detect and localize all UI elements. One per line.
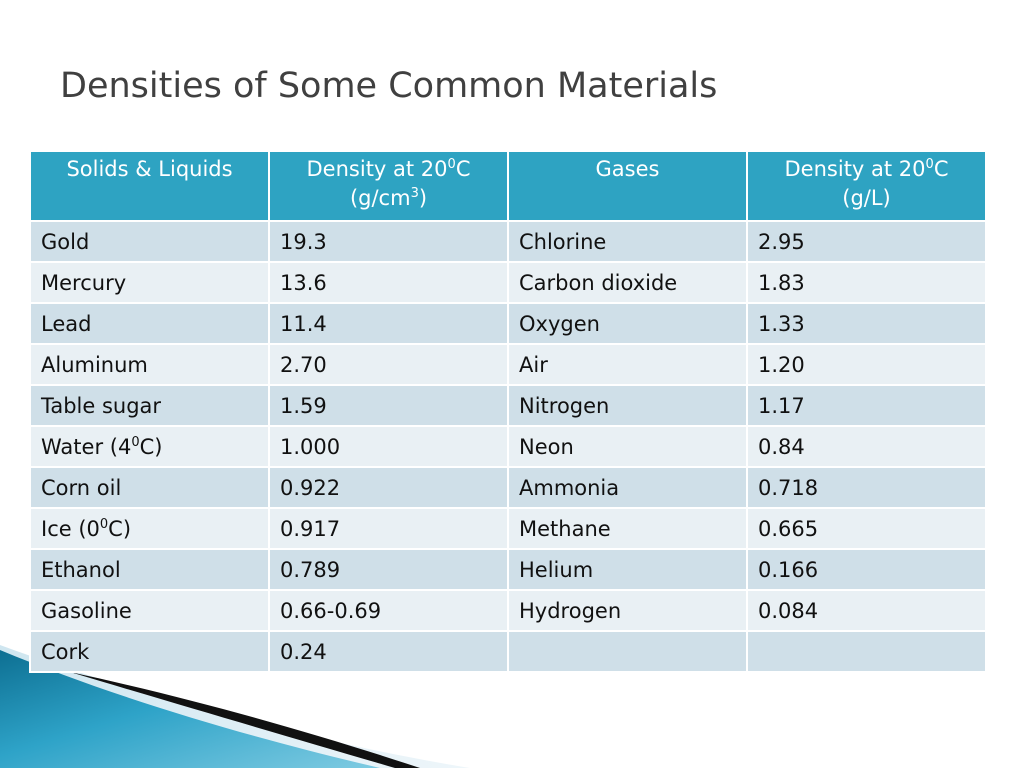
header-solids-density: Density at 200C (g/cm3) bbox=[268, 150, 509, 222]
gas-density-cell: 1.17 bbox=[746, 384, 987, 427]
table-header-row: Solids & Liquids Density at 200C (g/cm3) … bbox=[29, 150, 987, 222]
solid-name-cell: Lead bbox=[29, 302, 270, 345]
gas-density-cell: 0.718 bbox=[746, 466, 987, 509]
table-row: Cork 0.24 bbox=[29, 630, 987, 673]
solid-name-cell: Ethanol bbox=[29, 548, 270, 591]
gas-density-cell: 1.33 bbox=[746, 302, 987, 345]
solid-name-cell: Gold bbox=[29, 220, 270, 263]
solid-name-cell: Water (40C) bbox=[29, 425, 270, 468]
solid-density-cell: 0.917 bbox=[268, 507, 509, 550]
solid-density-cell: 2.70 bbox=[268, 343, 509, 386]
gas-name-cell: Chlorine bbox=[507, 220, 748, 263]
solid-name-cell: Table sugar bbox=[29, 384, 270, 427]
gas-name-cell: Air bbox=[507, 343, 748, 386]
solid-density-cell: 13.6 bbox=[268, 261, 509, 304]
table-row: Corn oil 0.922 Ammonia 0.718 bbox=[29, 466, 987, 509]
gas-name-cell: Carbon dioxide bbox=[507, 261, 748, 304]
header-gases: Gases bbox=[507, 150, 748, 222]
solid-density-cell: 1.59 bbox=[268, 384, 509, 427]
solid-density-cell: 0.24 bbox=[268, 630, 509, 673]
gas-name-cell: Hydrogen bbox=[507, 589, 748, 632]
solid-name-cell: Corn oil bbox=[29, 466, 270, 509]
gas-density-cell: 0.084 bbox=[746, 589, 987, 632]
swoosh-blue-band bbox=[0, 650, 380, 768]
swoosh-dark-stripe bbox=[70, 672, 420, 768]
slide-title: Densities of Some Common Materials bbox=[60, 66, 718, 106]
solid-density-cell: 11.4 bbox=[268, 302, 509, 345]
gas-name-cell: Methane bbox=[507, 507, 748, 550]
table-row: Ice (00C) 0.917 Methane 0.665 bbox=[29, 507, 987, 550]
table-row: Ethanol 0.789 Helium 0.166 bbox=[29, 548, 987, 591]
gas-density-cell: 0.84 bbox=[746, 425, 987, 468]
solid-name-cell: Aluminum bbox=[29, 343, 270, 386]
solid-density-cell: 1.000 bbox=[268, 425, 509, 468]
header-gases-density: Density at 200C (g/L) bbox=[746, 150, 987, 222]
table-row: Lead 11.4 Oxygen 1.33 bbox=[29, 302, 987, 345]
solid-density-cell: 19.3 bbox=[268, 220, 509, 263]
solid-density-cell: 0.922 bbox=[268, 466, 509, 509]
solid-name-cell: Ice (00C) bbox=[29, 507, 270, 550]
solid-density-cell: 0.789 bbox=[268, 548, 509, 591]
header-solids-liquids: Solids & Liquids bbox=[29, 150, 270, 222]
gas-name-cell: Nitrogen bbox=[507, 384, 748, 427]
solid-name-cell: Cork bbox=[29, 630, 270, 673]
gas-name-cell: Ammonia bbox=[507, 466, 748, 509]
gas-density-cell: 0.166 bbox=[746, 548, 987, 591]
table-row: Table sugar 1.59 Nitrogen 1.17 bbox=[29, 384, 987, 427]
gas-density-cell: 1.83 bbox=[746, 261, 987, 304]
solid-name-cell: Mercury bbox=[29, 261, 270, 304]
table-row: Aluminum 2.70 Air 1.20 bbox=[29, 343, 987, 386]
gas-name-cell: Helium bbox=[507, 548, 748, 591]
solid-density-cell: 0.66-0.69 bbox=[268, 589, 509, 632]
gas-density-cell: 0.665 bbox=[746, 507, 987, 550]
table-row: Gasoline 0.66-0.69 Hydrogen 0.084 bbox=[29, 589, 987, 632]
gas-density-cell: 1.20 bbox=[746, 343, 987, 386]
density-table: Solids & Liquids Density at 200C (g/cm3) … bbox=[29, 150, 987, 673]
gas-density-cell bbox=[746, 630, 987, 673]
table-row: Gold 19.3 Chlorine 2.95 bbox=[29, 220, 987, 263]
gas-density-cell: 2.95 bbox=[746, 220, 987, 263]
gas-name-cell bbox=[507, 630, 748, 673]
gas-name-cell: Oxygen bbox=[507, 302, 748, 345]
solid-name-cell: Gasoline bbox=[29, 589, 270, 632]
gas-name-cell: Neon bbox=[507, 425, 748, 468]
table-row: Water (40C) 1.000 Neon 0.84 bbox=[29, 425, 987, 468]
table-row: Mercury 13.6 Carbon dioxide 1.83 bbox=[29, 261, 987, 304]
